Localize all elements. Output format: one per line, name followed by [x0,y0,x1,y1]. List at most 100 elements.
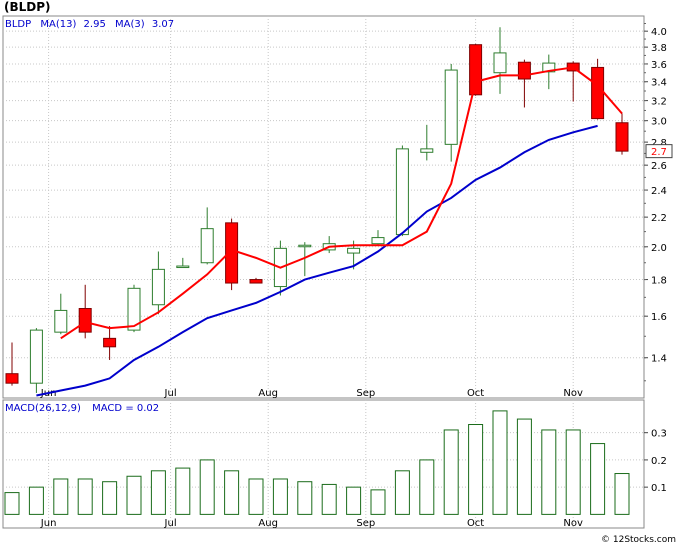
svg-text:BLDP MA(13) 2.95: BLDP MA(13) 2.95 MA(3) 3.07 [5,19,174,30]
macd-bar [565,429,581,515]
price-y-label: 1.6 [651,312,667,323]
macd-bar [614,473,630,515]
macd-bar [77,478,93,515]
macd-bar [590,443,606,515]
macd-bar [297,481,313,515]
price-y-label: 2.6 [651,161,667,172]
price-panel: Jun Jul Aug Sep Oct Nov 4.03.83.63.43.23.02.8… [2,15,673,399]
price-y-label: 2.0 [651,243,667,254]
candle-body [444,69,458,145]
candle-body [151,268,165,306]
macd-y-label: 0.1 [651,483,667,494]
price-x-label: Oct [467,388,484,399]
macd-x-label: Sep [356,518,375,529]
macd-bars [4,410,630,515]
candlesticks [5,27,629,393]
macd-bar [541,429,557,515]
candle-body [127,287,141,331]
macd-bar [248,478,264,515]
candle-body [78,308,92,333]
macd-bar [370,489,386,515]
price-x-label: Nov [563,388,583,399]
price-x-label: Sep [356,388,375,399]
price-grid [3,16,644,398]
macd-bar [53,478,69,515]
candle-body [395,148,409,236]
macd-bar [175,467,191,515]
price-y-label: 3.4 [651,78,667,89]
macd-y-label: 0.3 [651,429,667,440]
candle-body [420,148,434,153]
macd-bar [4,492,20,515]
ma3-legend-label: MA(3) [115,19,145,30]
macd-bar [126,475,142,515]
candle-body [469,44,483,96]
last-price-label: 2.7 [651,147,667,158]
macd-y-axis-labels: 0.3 0.2 0.1 [644,429,667,494]
ma3-line [60,66,623,340]
macd-legend-value: 0.02 [137,403,159,414]
price-y-label: 2.2 [651,213,667,224]
macd-bar [346,486,362,515]
macd-bar [199,459,215,515]
macd-bar [150,470,166,515]
macd-legend-eq: = [125,403,133,414]
candle-body [249,279,263,284]
price-y-label: 2.4 [651,186,667,197]
candle-body [517,61,531,80]
candle-body [103,337,117,348]
price-y-label: 4.0 [651,27,667,38]
macd-bar [492,410,508,515]
candle-body [493,52,507,74]
macd-bar [28,486,44,515]
last-price-box [645,144,673,159]
ma3-legend-value: 3.07 [152,19,174,30]
price-y-label: 3.8 [651,43,667,54]
macd-bar [102,481,118,515]
candle-body [615,122,629,152]
macd-y-label: 0.2 [651,456,667,467]
macd-x-label: Nov [563,518,583,529]
macd-legend-name: MACD [92,403,122,414]
candle-body [176,265,190,269]
price-y-label: 2.8 [651,138,667,149]
macd-bar [321,483,337,515]
candle-body [225,222,239,284]
macd-x-ticks: Jun Jul Aug Sep Oct Nov [40,518,583,529]
last-price-marker: 2.7 [645,144,673,159]
price-x-label: Aug [258,388,278,399]
candle-body [298,244,312,248]
macd-bar [419,459,435,515]
macd-bar [443,429,459,515]
ma13-line [36,124,598,397]
candle-body [54,309,68,333]
price-x-label: Jul [164,388,177,399]
candle-body [347,247,361,254]
candle-body [591,66,605,120]
ma13-legend-label: MA(13) [40,19,76,30]
candle-body [371,237,385,245]
price-y-label: 3.2 [651,97,667,108]
candle-body [29,329,43,384]
macd-bar [224,470,240,515]
price-y-label: 3.0 [651,117,667,128]
macd-bar [272,478,288,515]
chart-title: (BLDP) [4,0,51,14]
candle-body [200,228,214,264]
svg-text:MACD(26,12,9) MACD: MACD(26,12,9) MACD = 0.02 [5,403,159,414]
price-y-axis-labels: 4.0 3.8 3.6 3.4 3.2 3.0 2.8 2.6 2.4 2.2 2.0 1.8 1.6 1… [644,22,667,382]
price-panel-frame [2,15,645,399]
macd-x-label: Oct [467,518,484,529]
macd-bar [394,470,410,515]
ma13-legend-value: 2.95 [84,19,106,30]
macd-panel: 0.3 0.2 0.1 Jun Jul Aug Sep Oct Nov MACD(26,12,… [2,399,667,529]
macd-x-label: Jun [40,518,57,529]
macd-bar [516,418,532,515]
price-y-label: 1.4 [651,354,667,365]
macd-bar [468,424,484,515]
price-y-label: 1.8 [651,276,667,287]
macd-x-label: Aug [258,518,278,529]
macd-x-label: Jul [164,518,177,529]
ticker-label: BLDP [5,19,31,30]
